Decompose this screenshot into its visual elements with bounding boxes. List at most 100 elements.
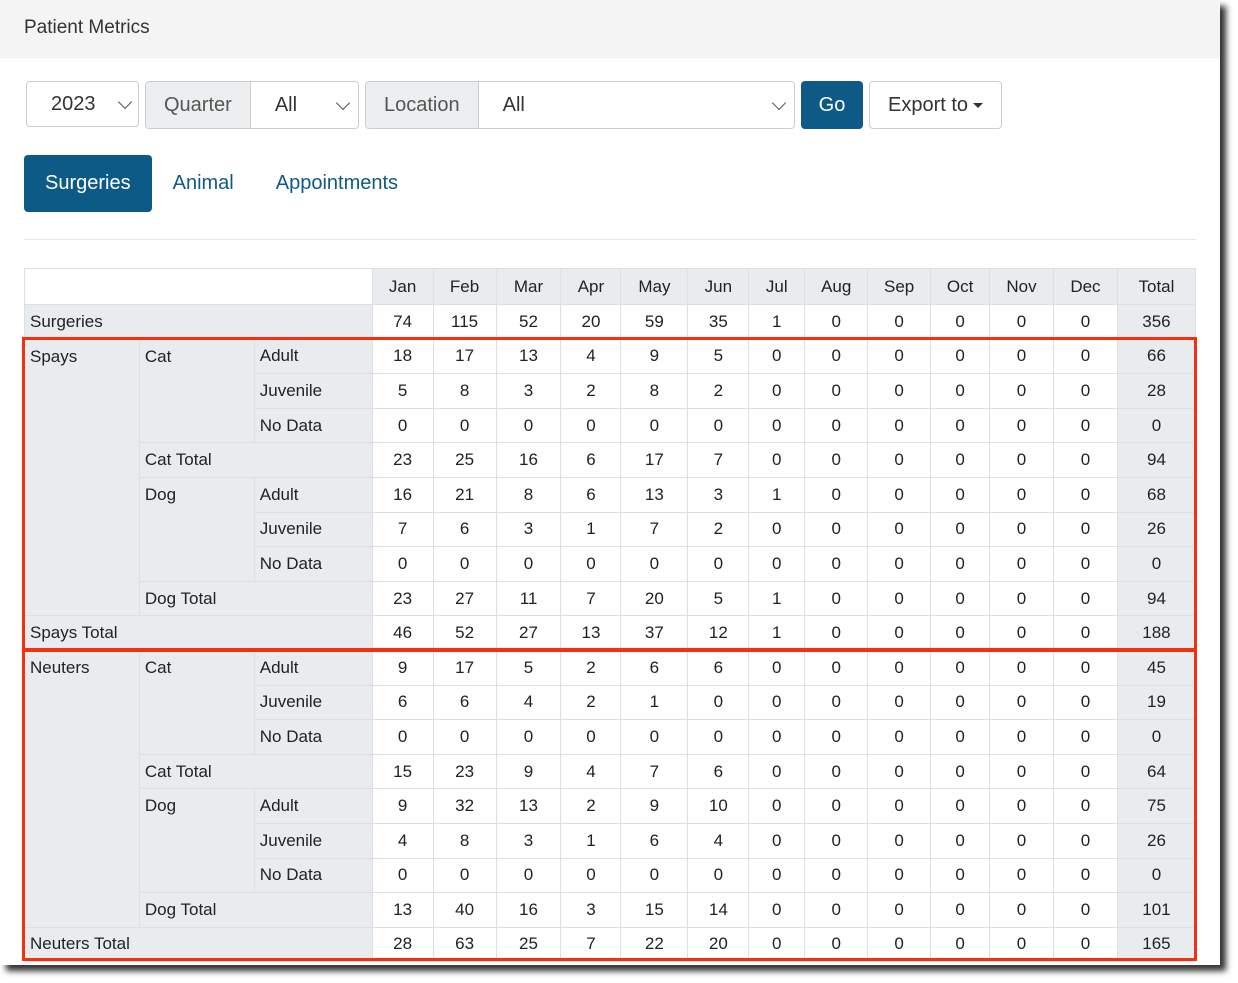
value-cell: 13 [495,788,562,824]
row-total-cell: 28 [1116,373,1197,409]
row-total-cell: 101 [1116,892,1197,928]
value-cell: 0 [1052,511,1118,548]
row-total-cell: 94 [1116,580,1197,617]
value-cell: 6 [371,684,434,721]
location-select[interactable]: All [478,82,794,128]
group-total-row: Cat Total 23 25 16 6 17 7 0 0 0 0 0 0 94 [25,442,1197,478]
location-label: Location [366,82,479,128]
column-header-apr: Apr [560,268,622,305]
value-cell: 17 [620,442,689,478]
section-total-label: Neuters Total [24,926,373,963]
column-header-jul: Jul [748,268,806,305]
value-cell: 6 [620,649,689,686]
quarter-label: Quarter [146,82,251,128]
value-cell: 0 [495,857,562,894]
tab-animal[interactable]: Animal [172,172,234,194]
group-total-label: Cat Total [138,753,373,790]
value-cell: 0 [560,719,622,755]
export-button[interactable]: Export to [869,81,1003,129]
value-cell: 0 [1052,407,1118,444]
age-label: Juvenile [253,373,373,409]
value-cell: 0 [804,753,869,790]
value-cell: 0 [804,373,869,409]
value-cell: 7 [620,753,689,790]
location-filter: Location All [365,81,795,129]
value-cell: 16 [371,476,434,513]
value-cell: 3 [495,511,562,548]
value-cell: 7 [371,511,434,548]
tab-surgeries[interactable]: Surgeries [24,155,152,212]
value-cell: 0 [748,926,806,963]
value-cell: 4 [687,822,750,859]
value-cell: 0 [989,442,1054,478]
value-cell: 2 [687,373,750,409]
panel-header [0,0,1220,58]
value-cell: 0 [748,753,806,790]
value-cell: 0 [1052,684,1118,721]
row-total-cell: 75 [1116,788,1197,824]
value-cell: 115 [432,304,497,340]
value-cell: 0 [687,546,750,582]
value-cell: 4 [495,684,562,721]
value-cell: 0 [867,511,932,548]
row-total-cell: 165 [1116,926,1197,963]
value-cell: 15 [371,753,434,790]
value-cell: 14 [687,892,750,928]
value-cell: 0 [560,857,622,894]
row-total-cell: 0 [1116,857,1197,894]
value-cell: 0 [867,753,932,790]
row-total-cell: 356 [1116,304,1197,340]
value-cell: 0 [560,546,622,582]
value-cell: 23 [371,442,434,478]
value-cell: 0 [371,407,434,444]
value-cell: 0 [989,476,1054,513]
value-cell: 20 [560,304,622,340]
year-select[interactable]: 2023 [26,81,139,127]
value-cell: 3 [495,822,562,859]
quarter-filter: Quarter All [145,81,359,129]
value-cell: 4 [371,822,434,859]
value-cell: 0 [748,892,806,928]
chevron-down-icon [771,95,787,110]
animal-label: Dog [138,476,255,582]
page-title: Patient Metrics [24,17,150,38]
row-total-cell: 64 [1116,753,1197,790]
row-total-cell: 68 [1116,476,1197,513]
value-cell: 20 [620,580,689,617]
column-header-aug: Aug [804,268,869,305]
value-cell: 0 [804,892,869,928]
quarter-select[interactable]: All [250,82,358,128]
value-cell: 6 [687,753,750,790]
row-total-cell: 45 [1116,649,1197,686]
table-row: Neuters Cat Adult 9 17 5 2 6 6 0 0 0 0 0 0 45 [24,649,1197,928]
row-total-cell: 26 [1116,511,1197,548]
tab-appointments[interactable]: Appointments [275,172,399,194]
value-cell: 0 [989,338,1054,375]
value-cell: 7 [560,926,622,963]
row-total-cell: 0 [1116,407,1197,444]
value-cell: 0 [804,338,869,375]
value-cell: 0 [804,719,869,755]
column-header-oct: Oct [930,268,991,305]
value-cell: 0 [989,822,1054,859]
value-cell: 0 [930,546,991,582]
value-cell: 0 [989,546,1054,582]
value-cell: 2 [560,684,622,721]
value-cell: 0 [748,719,806,755]
value-cell: 0 [930,857,991,894]
section-total-row: Neuters Total 28 63 25 7 22 20 0 0 0 0 0 0 165 [24,926,1197,963]
value-cell: 8 [495,476,562,513]
value-cell: 0 [867,615,932,651]
value-cell: 6 [560,442,622,478]
value-cell: 0 [930,822,991,859]
group-total-label: Dog Total [138,580,373,617]
value-cell: 3 [687,476,750,513]
section-label: Spays [24,338,140,617]
value-cell: 0 [1052,546,1118,582]
go-button[interactable]: Go [801,81,863,129]
value-cell: 4 [560,338,622,375]
chevron-down-icon [117,94,133,109]
value-cell: 0 [1052,373,1118,409]
value-cell: 0 [804,442,869,478]
row-total-cell: 19 [1116,684,1197,721]
